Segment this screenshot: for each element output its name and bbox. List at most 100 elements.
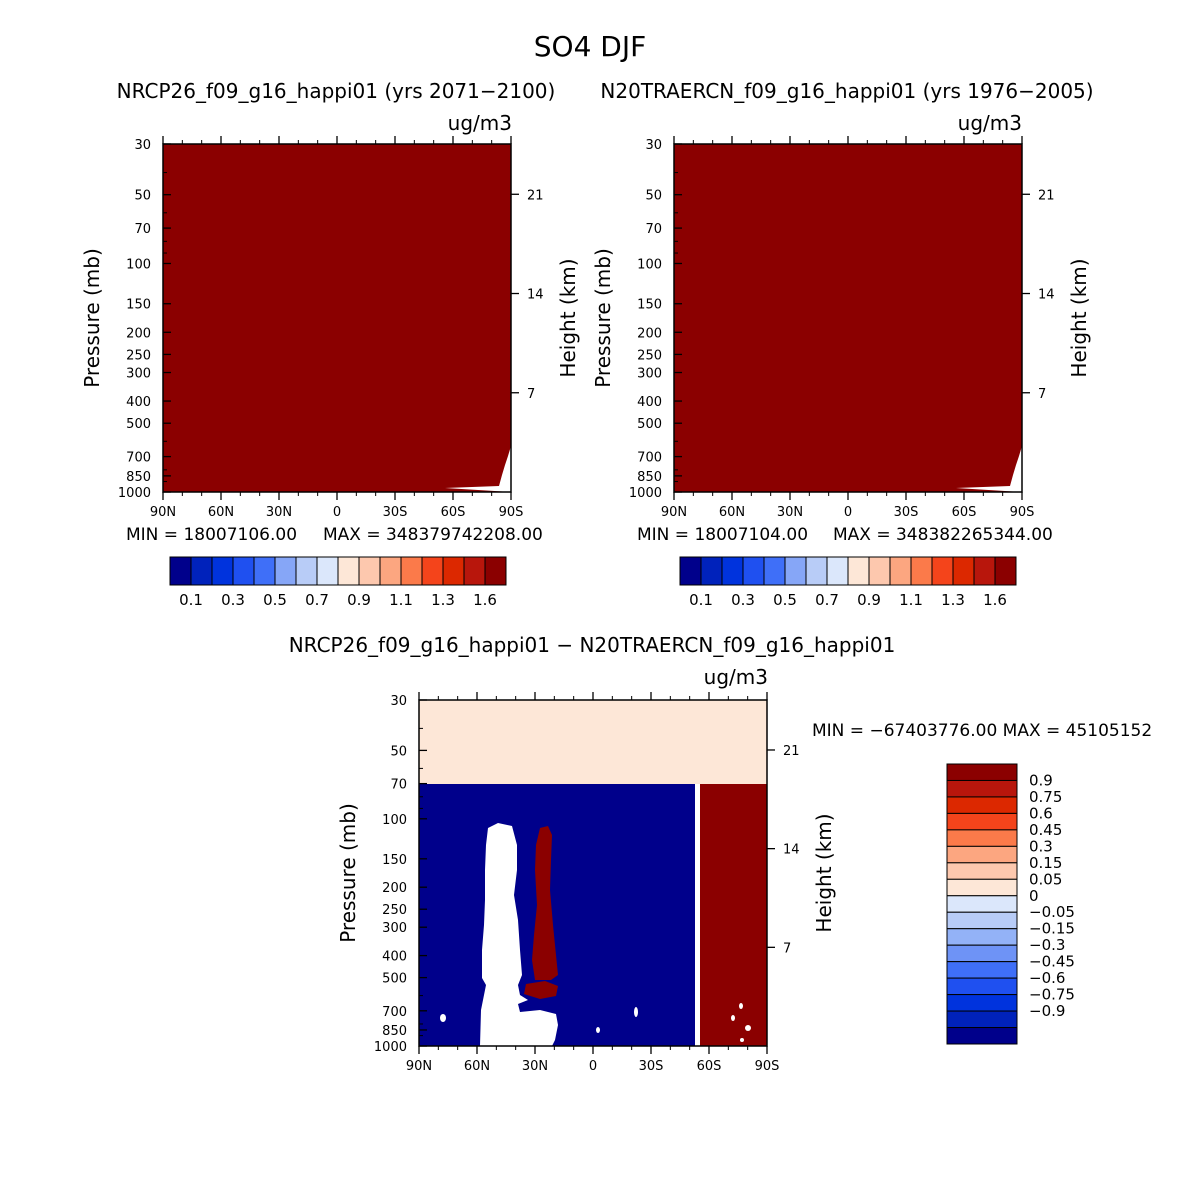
colorbar-box [190, 556, 213, 586]
colorbar-label: 1.3 [431, 591, 455, 609]
colorbar-box [868, 556, 891, 586]
height-axis-label: Height (km) [556, 258, 580, 377]
colorbar-box [946, 895, 1018, 913]
panel-right-units: ug/m3 [958, 111, 1022, 135]
colorbar-label: 0.7 [815, 591, 839, 609]
diff-speck-7 [740, 1038, 744, 1042]
pressure-axis-label: Pressure (mb) [591, 248, 615, 388]
colorbar-box [889, 556, 912, 586]
latitude-tick-label: 30S [894, 505, 919, 520]
colorbar-label: 0.7 [305, 591, 329, 609]
colorbar-label: 1.6 [983, 591, 1007, 609]
colorbar-box [826, 556, 849, 586]
panel-right: N20TRAERCN_f09_g16_happi01 (yrs 1976−200… [591, 79, 1094, 545]
colorbar-box [952, 556, 975, 586]
latitude-tick-label: 0 [844, 505, 852, 520]
height-tick-label: 21 [1038, 188, 1055, 203]
pressure-tick-label: 70 [645, 222, 662, 237]
height-axis-label: Height (km) [812, 813, 836, 932]
pressure-tick-label: 250 [637, 348, 662, 363]
panel-left-title: NRCP26_f09_g16_happi01 (yrs 2071−2100) [117, 79, 556, 103]
diff-white-column [480, 823, 558, 1046]
pressure-axis-label: Pressure (mb) [80, 248, 104, 388]
pressure-tick-label: 30 [134, 138, 151, 153]
pressure-tick-label: 100 [637, 257, 662, 272]
pressure-tick-label: 850 [126, 470, 151, 485]
colorbar-label: 1.1 [389, 591, 413, 609]
panel-difference-units: ug/m3 [704, 665, 768, 689]
colorbar-box [946, 911, 1018, 930]
colorbar-box [484, 556, 507, 586]
pressure-tick-label: 30 [390, 694, 407, 709]
pressure-tick-label: 100 [126, 257, 151, 272]
colorbar-box [910, 556, 933, 586]
diff-speck-2 [634, 1007, 638, 1017]
colorbar-box [946, 829, 1018, 847]
pressure-tick-label: 1000 [629, 486, 662, 501]
latitude-tick-label: 90N [406, 1059, 432, 1074]
pressure-tick-label: 70 [134, 222, 151, 237]
pressure-tick-label: 50 [134, 189, 151, 204]
diff-speck-6 [745, 1025, 751, 1031]
height-tick-label: 7 [1038, 387, 1046, 402]
pressure-axis-label: Pressure (mb) [336, 803, 360, 943]
colorbar-label: 1.3 [941, 591, 965, 609]
latitude-tick-label: 90S [499, 505, 524, 520]
diff-red-column [532, 826, 558, 980]
colorbar-label: −0.6 [1029, 969, 1065, 987]
panel-right-field [674, 144, 1022, 492]
colorbar-box [169, 556, 192, 586]
colorbar-box [946, 994, 1018, 1012]
pressure-tick-label: 1000 [118, 486, 151, 501]
colorbar-box [973, 556, 996, 586]
height-tick-label: 21 [527, 188, 544, 203]
colorbar-label: 0.9 [347, 591, 371, 609]
pressure-tick-label: 700 [382, 1005, 407, 1020]
colorbar-box [295, 556, 318, 586]
colorbar-label: 0.6 [1029, 804, 1053, 822]
latitude-tick-label: 60S [952, 505, 977, 520]
colorbar-label: −0.15 [1029, 920, 1075, 938]
panel-right-title: N20TRAERCN_f09_g16_happi01 (yrs 1976−200… [600, 79, 1093, 103]
height-tick-label: 14 [1038, 288, 1055, 303]
figure-title: SO4 DJF [534, 30, 646, 63]
pressure-tick-label: 850 [637, 470, 662, 485]
panel-right-max: MAX = 348382265344.00 [833, 525, 1053, 545]
colorbar-label: 0.3 [1029, 837, 1053, 855]
colorbar-label: −0.3 [1029, 936, 1065, 954]
colorbar-box [316, 556, 339, 586]
colorbar-box [946, 961, 1018, 979]
colorbar-label: −0.45 [1029, 953, 1075, 971]
diff-red-blob [524, 981, 558, 999]
colorbar-right: 0.1 0.3 0.5 0.7 0.9 1.1 1.3 1.6 [679, 556, 1017, 609]
panel-right-gap [956, 446, 1022, 492]
pressure-tick-label: 300 [637, 367, 662, 382]
colorbar-label: −0.05 [1029, 903, 1075, 921]
pressure-tick-label: 100 [382, 813, 407, 828]
latitude-tick-label: 60S [697, 1059, 722, 1074]
diff-speck-5 [731, 1015, 735, 1021]
latitude-tick-label: 60N [719, 505, 745, 520]
colorbar-box [379, 556, 402, 586]
pressure-tick-label: 30 [645, 138, 662, 153]
colorbar-box [994, 556, 1017, 586]
colorbar-box [358, 556, 381, 586]
pressure-tick-label: 50 [390, 744, 407, 759]
colorbar-box [784, 556, 807, 586]
colorbar-box [946, 1027, 1018, 1045]
colorbar-box [946, 779, 1018, 798]
colorbar-box [946, 878, 1018, 897]
pressure-tick-label: 250 [382, 903, 407, 918]
height-tick-label: 14 [783, 843, 800, 858]
colorbar-label: 0.3 [221, 591, 245, 609]
pressure-tick-label: 500 [637, 417, 662, 432]
pressure-tick-label: 500 [126, 417, 151, 432]
colorbar-label: 0.5 [263, 591, 287, 609]
colorbar-label: 0.05 [1029, 870, 1062, 888]
pressure-tick-label: 70 [390, 778, 407, 793]
colorbar-label: −0.9 [1029, 1002, 1065, 1020]
panel-difference: NRCP26_f09_g16_happi01 − N20TRAERCN_f09_… [289, 633, 1152, 1074]
diff-south-gap [695, 784, 700, 1046]
colorbar-box [946, 977, 1018, 996]
